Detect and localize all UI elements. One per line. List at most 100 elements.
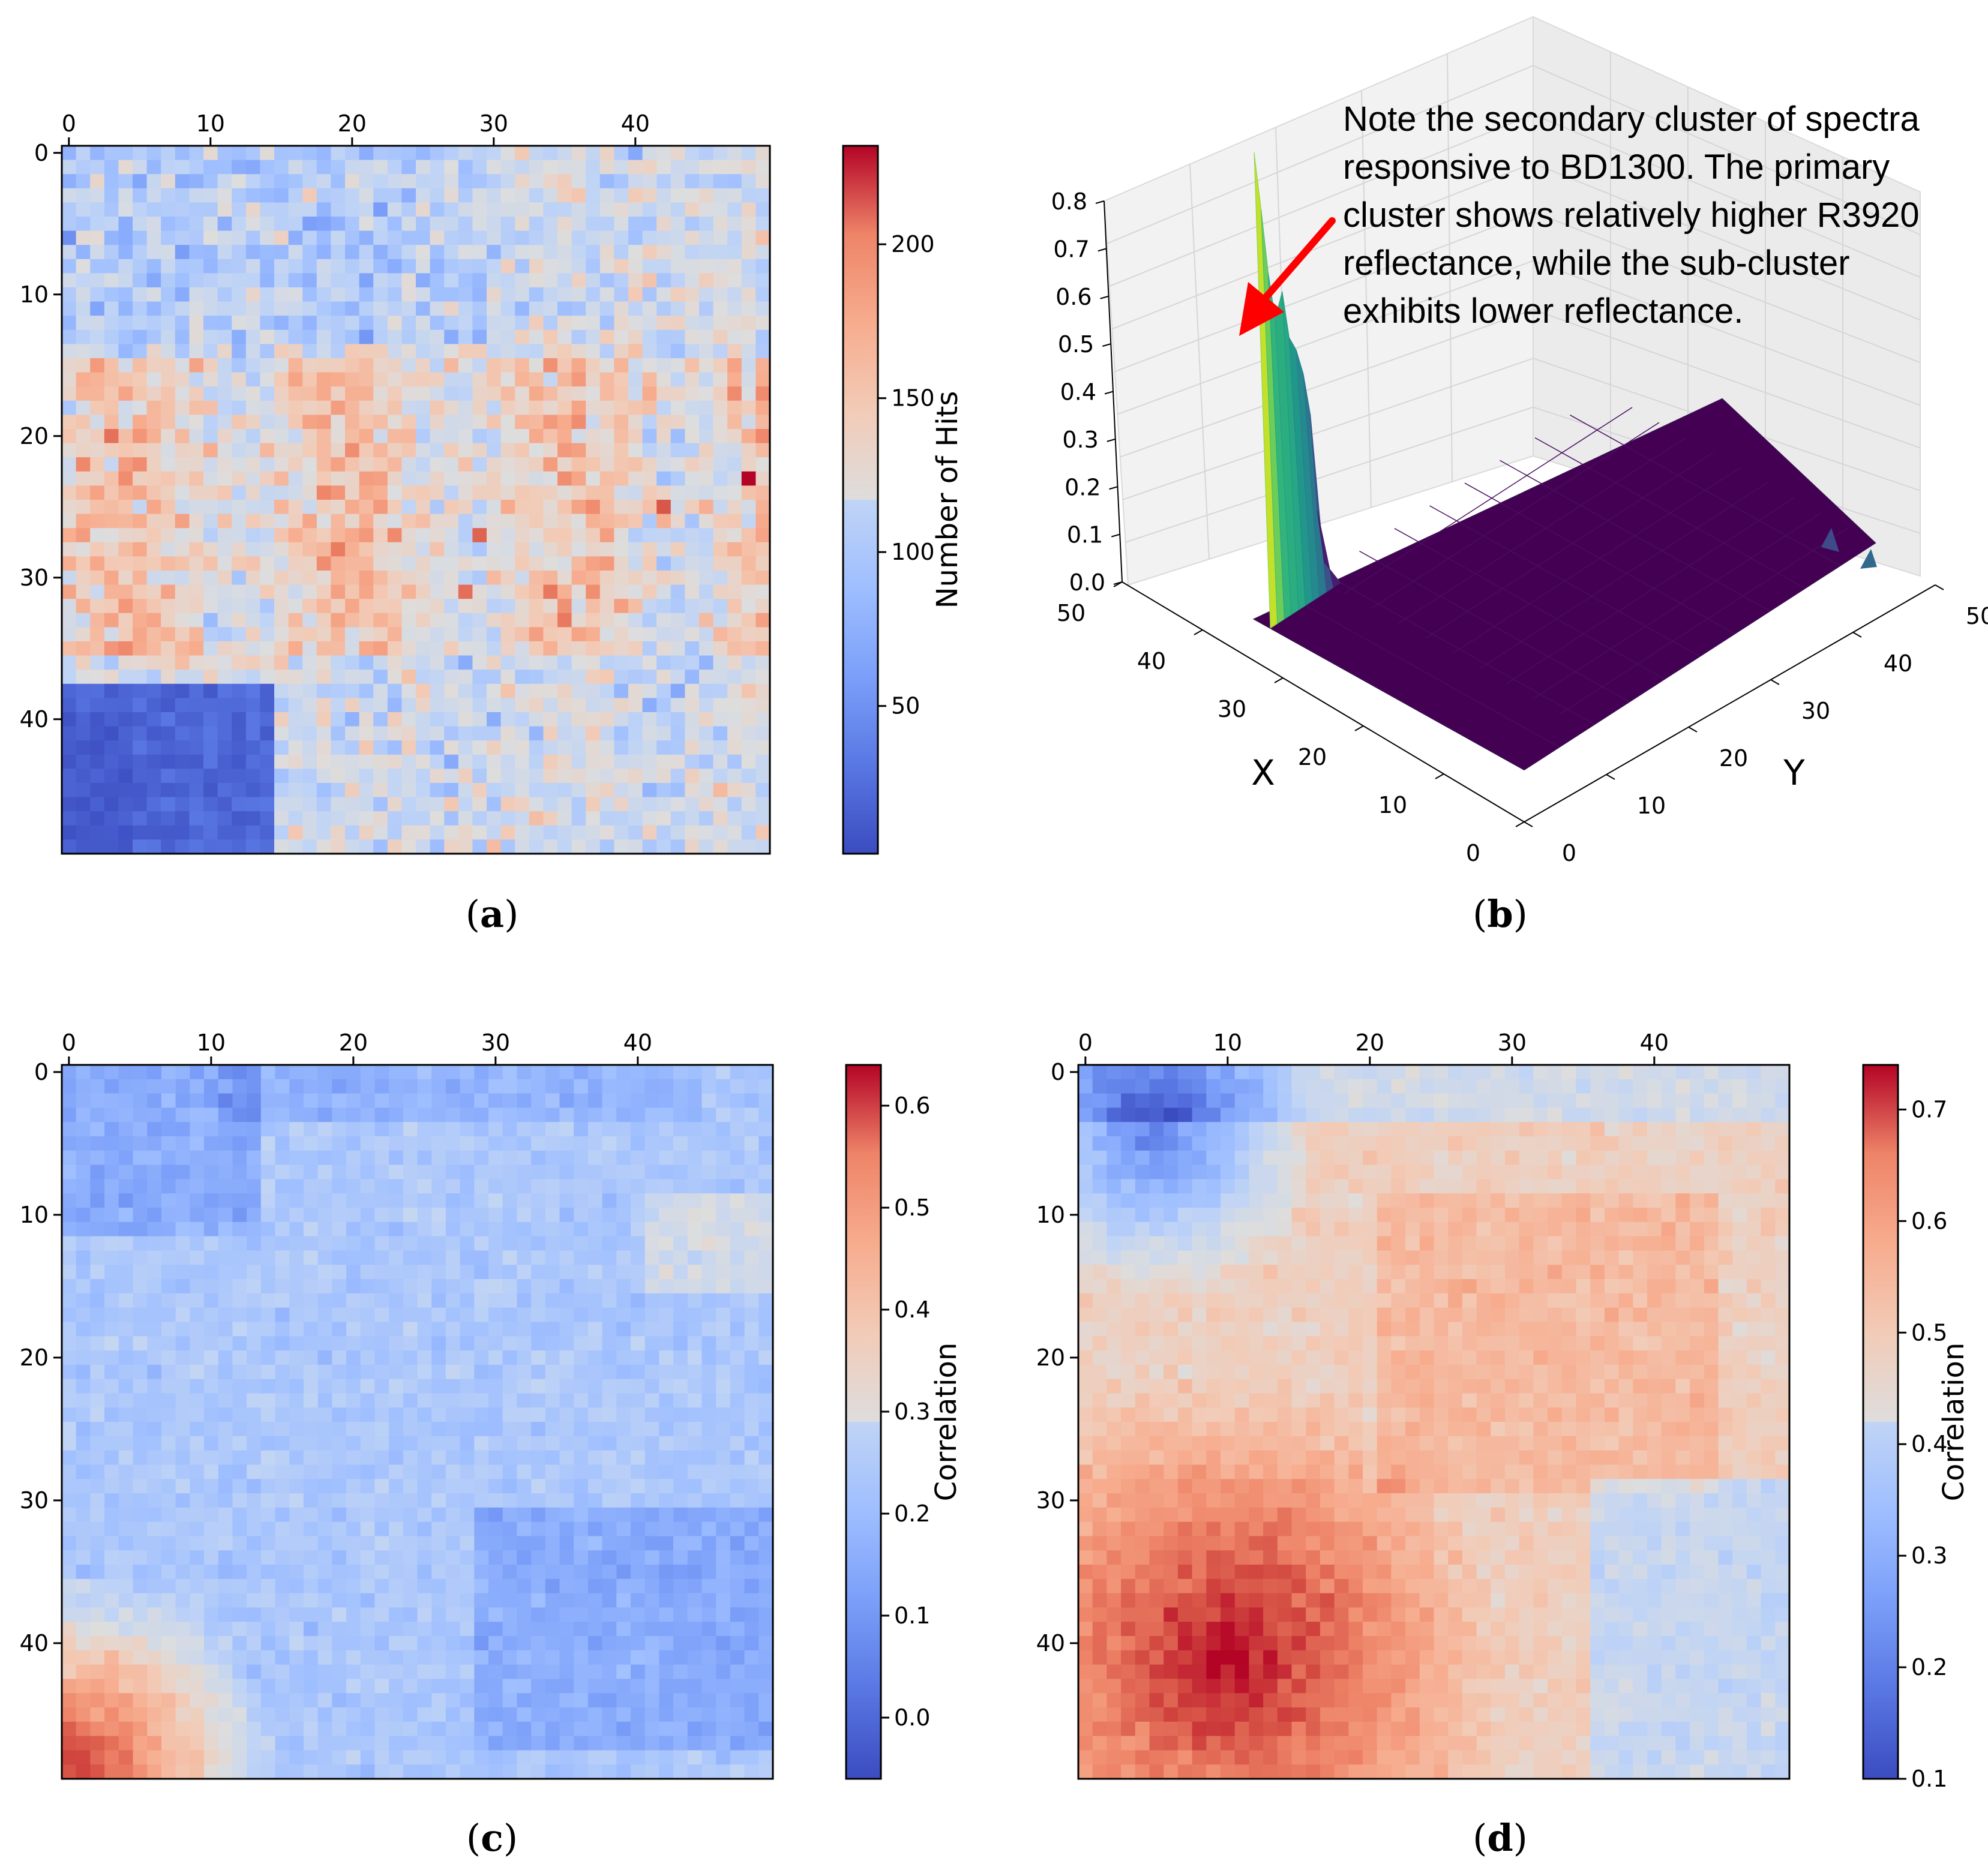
heatmap-cell bbox=[289, 1107, 304, 1122]
heatmap-cell bbox=[147, 1293, 162, 1308]
heatmap-cell bbox=[373, 160, 388, 175]
heatmap-cell bbox=[373, 457, 388, 472]
heatmap-cell bbox=[289, 1607, 304, 1622]
z-tick-label: 0.7 bbox=[1053, 236, 1089, 262]
heatmap-cell bbox=[685, 683, 700, 698]
heatmap-cell bbox=[133, 160, 148, 175]
caption-a: (a) bbox=[466, 892, 519, 936]
heatmap-cell bbox=[543, 273, 558, 288]
heatmap-cell bbox=[389, 1636, 404, 1651]
heatmap-cell bbox=[571, 386, 586, 401]
heatmap-cell bbox=[416, 273, 431, 288]
heatmap-cell bbox=[316, 217, 331, 232]
heatmap-cell bbox=[317, 1236, 332, 1251]
heatmap-cell bbox=[389, 1265, 404, 1280]
heatmap-cell bbox=[374, 1279, 389, 1294]
heatmap-cell bbox=[360, 1293, 375, 1308]
heatmap-cell bbox=[417, 1721, 432, 1737]
heatmap-cell bbox=[274, 542, 289, 557]
heatmap-cell bbox=[90, 400, 105, 415]
heatmap-cell bbox=[727, 769, 742, 784]
heatmap-cell bbox=[557, 839, 572, 854]
heatmap-cell bbox=[529, 584, 544, 599]
heatmap-cell bbox=[701, 1507, 716, 1523]
heatmap-cell bbox=[76, 400, 91, 415]
heatmap-cell bbox=[204, 1607, 219, 1622]
heatmap-cell bbox=[389, 1136, 404, 1151]
heatmap-cell bbox=[614, 429, 629, 444]
heatmap-cell bbox=[687, 1393, 703, 1408]
heatmap-cell bbox=[444, 217, 459, 232]
heatmap-cell bbox=[417, 1536, 432, 1551]
heatmap-cell bbox=[175, 783, 190, 798]
heatmap-cell bbox=[474, 1693, 489, 1708]
heatmap-cell bbox=[360, 1136, 375, 1151]
heatmap-cell bbox=[758, 1379, 773, 1394]
heatmap-cell bbox=[303, 1464, 319, 1479]
heatmap-cell bbox=[730, 1322, 745, 1337]
heatmap-cell bbox=[387, 571, 402, 586]
heatmap-cell bbox=[659, 1521, 674, 1536]
heatmap-cell bbox=[346, 1236, 361, 1251]
heatmap-cell bbox=[345, 429, 360, 444]
heatmap-cell bbox=[189, 641, 204, 656]
heatmap-cell bbox=[175, 1336, 190, 1351]
heatmap-cell bbox=[247, 1322, 262, 1337]
heatmap-cell bbox=[517, 1150, 532, 1166]
heatmap-cell bbox=[685, 429, 700, 444]
heatmap-cell bbox=[147, 1707, 162, 1722]
heatmap-cell bbox=[90, 1479, 105, 1494]
heatmap-cell bbox=[374, 1150, 389, 1166]
heatmap-cell bbox=[587, 1507, 603, 1523]
floor-mesh-line bbox=[1506, 497, 1795, 685]
heatmap-cell bbox=[90, 613, 105, 628]
heatmap-cell bbox=[289, 1164, 304, 1179]
heatmap-cell bbox=[670, 287, 685, 302]
heatmap-cell bbox=[713, 415, 728, 430]
heatmap-cell bbox=[599, 811, 614, 826]
heatmap-cell bbox=[189, 599, 204, 614]
heatmap-cell bbox=[374, 1536, 389, 1551]
heatmap-cell bbox=[175, 1479, 190, 1494]
heatmap-cell bbox=[687, 1065, 703, 1080]
heatmap-cell bbox=[531, 1578, 546, 1594]
heatmap-cell bbox=[500, 599, 515, 614]
heatmap-cell bbox=[431, 1093, 446, 1108]
heatmap-cell bbox=[203, 245, 218, 260]
heatmap-cell bbox=[104, 839, 119, 854]
heatmap-cell bbox=[445, 1364, 461, 1380]
heatmap-cell bbox=[701, 1565, 716, 1580]
heatmap-cell bbox=[557, 712, 572, 727]
heatmap-cell bbox=[687, 1265, 703, 1280]
heatmap-cell bbox=[345, 627, 360, 642]
heatmap-cell bbox=[574, 1493, 589, 1508]
pane-grid-line bbox=[1533, 163, 1921, 321]
heatmap-cell bbox=[460, 1379, 475, 1394]
heatmap-cell bbox=[260, 514, 275, 529]
heatmap-cell bbox=[303, 1265, 319, 1280]
heatmap-cell bbox=[673, 1521, 688, 1536]
heatmap-cell bbox=[602, 1507, 617, 1523]
heatmap-cell bbox=[531, 1364, 546, 1380]
heatmap-cell bbox=[346, 1364, 361, 1380]
heatmap-cell bbox=[616, 1193, 631, 1208]
heatmap-cell bbox=[133, 712, 148, 727]
heatmap-cell bbox=[401, 627, 416, 642]
heatmap-cell bbox=[332, 1208, 347, 1223]
heatmap-cell bbox=[62, 1607, 77, 1622]
heatmap-cell bbox=[147, 1379, 162, 1394]
z-tick-label: 0.2 bbox=[1065, 474, 1101, 500]
heatmap-cell bbox=[659, 1107, 674, 1122]
heatmap-cell bbox=[275, 1493, 290, 1508]
heatmap-cell bbox=[716, 1422, 731, 1437]
heatmap-cell bbox=[331, 471, 346, 486]
heatmap-cell bbox=[431, 1250, 446, 1265]
heatmap-cell bbox=[373, 783, 388, 798]
heatmap-cell bbox=[416, 160, 431, 175]
heatmap-cell bbox=[487, 188, 502, 203]
heatmap-cell bbox=[204, 1221, 219, 1237]
heatmap-cell bbox=[359, 797, 374, 812]
heatmap-cell bbox=[656, 316, 671, 331]
heatmap-cell bbox=[474, 1650, 489, 1665]
heatmap-cell bbox=[332, 1536, 347, 1551]
